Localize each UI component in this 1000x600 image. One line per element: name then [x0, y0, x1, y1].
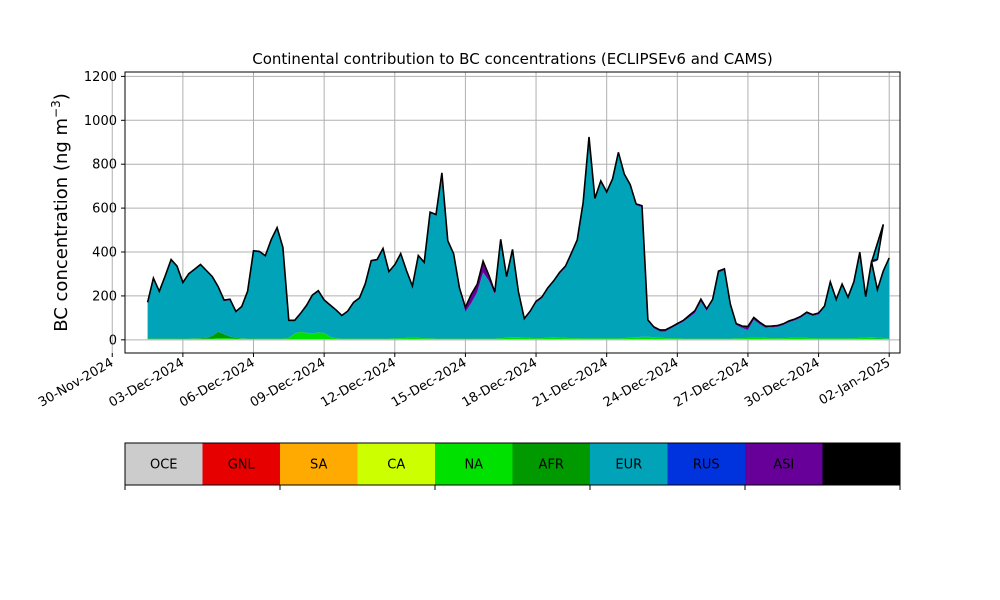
x-tick-label: 18-Dec-2024	[460, 355, 540, 410]
legend-swatch-sa	[280, 443, 358, 485]
legend-label-sa: SA	[310, 458, 327, 473]
legend-swatch-oce	[125, 443, 203, 485]
legend-swatch-ca	[357, 443, 435, 485]
y-tick-label: 1000	[84, 114, 117, 129]
x-tick-label: 24-Dec-2024	[601, 355, 681, 410]
x-tick-label: 27-Dec-2024	[672, 355, 752, 410]
total-outline	[146, 136, 890, 331]
legend-label-na: NA	[464, 458, 483, 473]
legend-swatch-aus	[822, 443, 900, 485]
legend-label-oce: OCE	[150, 458, 178, 473]
x-axis: 30-Nov-202403-Dec-202406-Dec-202409-Dec-…	[36, 353, 893, 411]
y-axis: 0 200 400 600 800 1000 1200	[84, 70, 125, 348]
legend-label-afr: AFR	[539, 458, 564, 473]
legend: OCE GNL SA CA NA AFR EUR RUS ASI AUS	[124, 442, 901, 490]
y-tick-label: 200	[92, 289, 117, 304]
x-tick-label: 30-Nov-2024	[36, 355, 116, 410]
legend-swatch-asi	[745, 443, 823, 485]
y-tick-label: 600	[92, 202, 117, 217]
x-tick-label: 21-Dec-2024	[530, 355, 610, 410]
x-tick-label: 30-Dec-2024	[742, 355, 822, 410]
legend-swatch-afr	[512, 443, 590, 485]
x-tick-label: 06-Dec-2024	[177, 355, 257, 410]
legend-label-rus: RUS	[693, 458, 720, 473]
chart-title: Continental contribution to BC concentra…	[252, 50, 773, 68]
legend-label-ca: CA	[387, 458, 405, 473]
legend-swatch-gnl	[202, 443, 280, 485]
x-tick-label: 12-Dec-2024	[318, 355, 398, 410]
y-tick-label: 400	[92, 246, 117, 261]
plot-frame	[124, 71, 901, 354]
legend-swatch-na	[435, 443, 513, 485]
y-tick-label: 1200	[84, 70, 117, 85]
area-eur	[147, 138, 890, 339]
x-tick-label: 03-Dec-2024	[106, 355, 186, 410]
legend-swatch-rus	[667, 443, 745, 485]
x-tick-label: 02-Jan-2025	[817, 355, 894, 408]
legend-label-eur: EUR	[615, 458, 642, 473]
legend-label-gnl: GNL	[228, 458, 256, 473]
total-line	[146, 136, 890, 331]
area-na	[147, 332, 890, 340]
stacked-areas	[147, 137, 890, 340]
x-tick-label: 09-Dec-2024	[248, 355, 328, 410]
legend-label-asi: ASI	[773, 458, 794, 473]
x-tick-label: 15-Dec-2024	[389, 355, 469, 410]
legend-label-aus: AUS	[848, 458, 875, 473]
legend-swatch-eur	[590, 443, 668, 485]
y-tick-label: 800	[92, 158, 117, 173]
y-axis-label: BC concentration (ng m−3)	[49, 93, 72, 332]
y-tick-label: 0	[109, 333, 117, 348]
area-afr	[147, 331, 890, 339]
legend-frame	[124, 442, 901, 486]
